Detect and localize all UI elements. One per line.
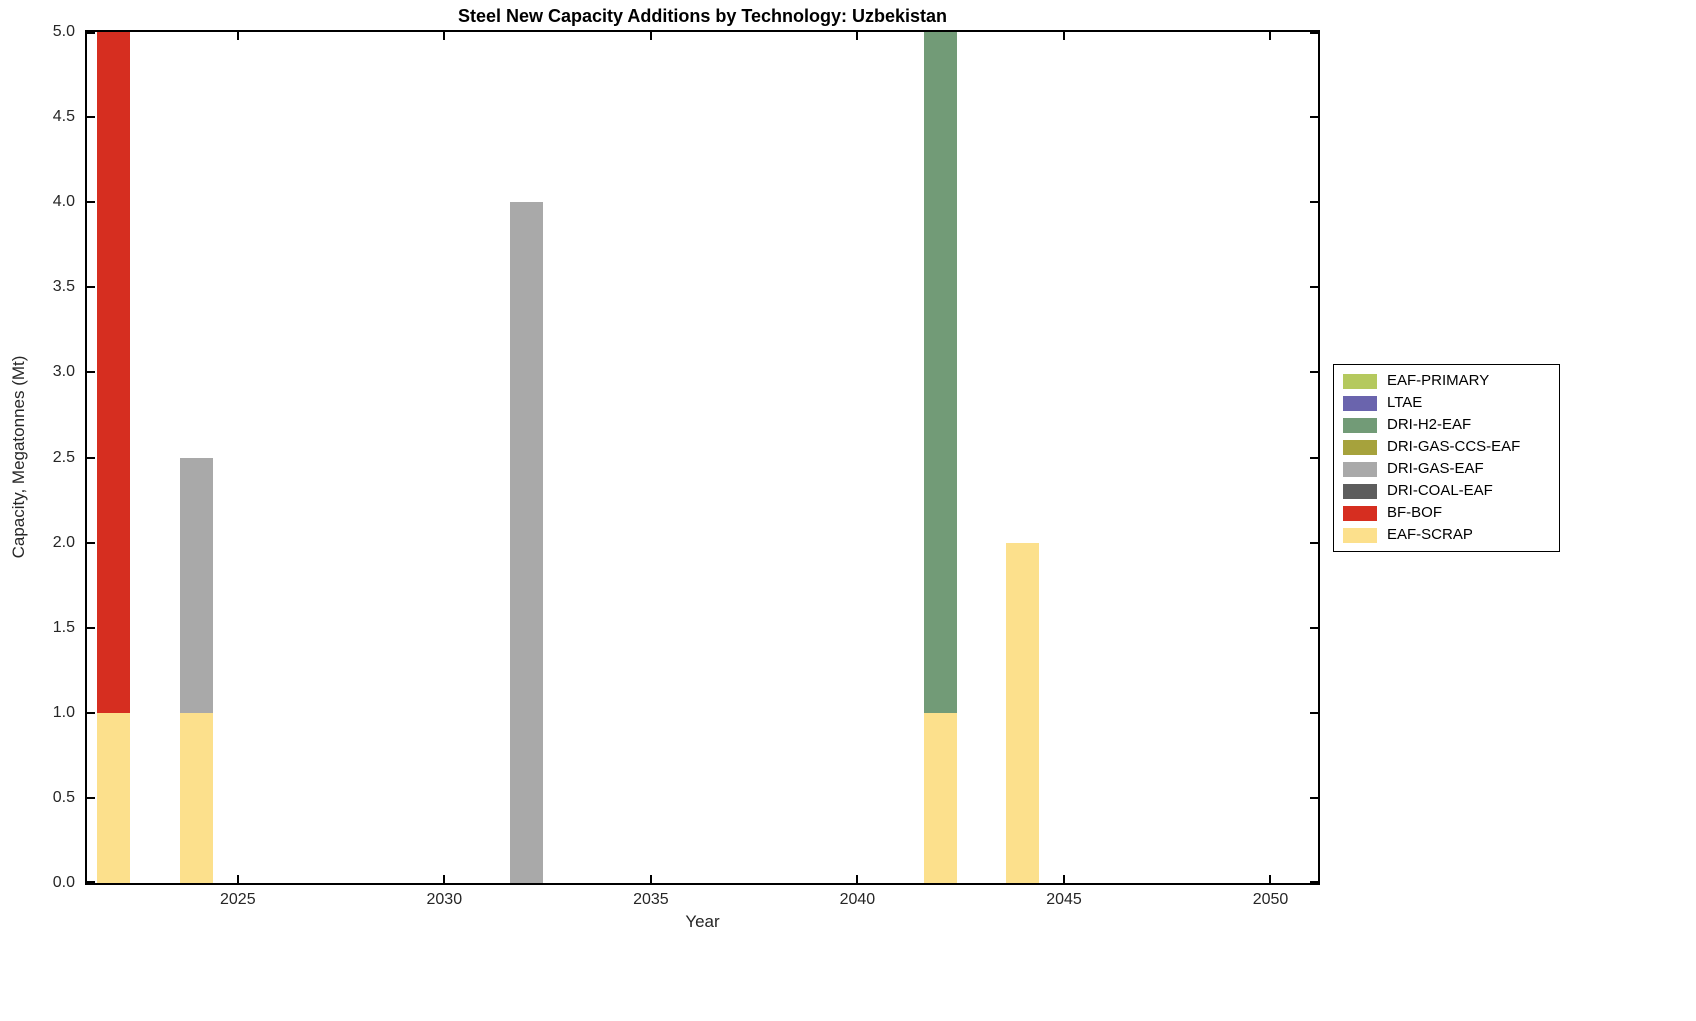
bar-segment-eaf-scrap bbox=[97, 712, 131, 883]
x-tick-mark bbox=[856, 875, 859, 883]
chart-title: Steel New Capacity Additions by Technolo… bbox=[457, 6, 948, 26]
x-tick-mark bbox=[649, 875, 652, 883]
legend-swatch bbox=[1343, 461, 1377, 477]
y-tick-mark bbox=[87, 796, 95, 799]
legend-label: LTAE bbox=[1387, 394, 1423, 411]
y-tick-mark bbox=[1310, 116, 1318, 119]
y-tick-mark bbox=[87, 541, 95, 544]
y-tick-mark bbox=[87, 371, 95, 374]
legend-entry-bf-bof: BF-BOF bbox=[1334, 502, 1559, 524]
bar-segment-dri-gas-eaf bbox=[510, 202, 544, 883]
x-tick-mark bbox=[443, 875, 446, 883]
y-tick-mark bbox=[1310, 711, 1318, 714]
x-tick-label: 2050 bbox=[1252, 891, 1289, 908]
legend-label: DRI-GAS-EAF bbox=[1387, 460, 1484, 477]
x-tick-label: 2030 bbox=[426, 891, 463, 908]
y-tick-mark bbox=[87, 201, 95, 204]
x-tick-mark bbox=[856, 32, 859, 40]
y-tick-label: 3.0 bbox=[52, 363, 75, 381]
y-tick-label: 4.5 bbox=[52, 108, 75, 126]
y-tick-label: 1.5 bbox=[52, 618, 75, 636]
y-tick-mark bbox=[1310, 32, 1318, 34]
legend-swatch bbox=[1343, 527, 1377, 543]
legend-entry-ltae: LTAE bbox=[1334, 392, 1559, 414]
legend-label: DRI-COAL-EAF bbox=[1387, 482, 1493, 499]
bar-segment-eaf-scrap bbox=[923, 712, 957, 883]
legend-label: DRI-H2-EAF bbox=[1387, 416, 1472, 433]
y-tick-label: 0.5 bbox=[52, 788, 75, 806]
legend-swatch bbox=[1343, 417, 1377, 433]
legend-label: BF-BOF bbox=[1387, 504, 1442, 521]
legend-entry-eaf-scrap: EAF-SCRAP bbox=[1334, 524, 1559, 546]
x-tick-mark bbox=[443, 32, 446, 40]
y-tick-label: 5.0 bbox=[52, 23, 75, 40]
y-tick-mark bbox=[87, 456, 95, 459]
y-tick-mark bbox=[1310, 626, 1318, 629]
y-tick-mark bbox=[1310, 541, 1318, 544]
y-tick-mark bbox=[87, 881, 95, 883]
y-tick-mark bbox=[87, 32, 95, 34]
legend-entry-dri-h2-eaf: DRI-H2-EAF bbox=[1334, 414, 1559, 436]
x-tick-mark bbox=[236, 875, 239, 883]
legend: EAF-PRIMARY LTAE DRI-H2-EAF DRI-GAS-CCS-EAF… bbox=[1333, 364, 1560, 552]
legend-swatch bbox=[1343, 505, 1377, 521]
legend-label: DRI-GAS-CCS-EAF bbox=[1387, 438, 1521, 455]
y-tick-mark bbox=[87, 626, 95, 629]
x-tick-label: 2035 bbox=[633, 891, 669, 908]
legend-entry-dri-gas-ccs-eaf: DRI-GAS-CCS-EAF bbox=[1334, 436, 1559, 458]
bar-segment-bf-bof bbox=[97, 32, 131, 713]
y-tick-label: 2.0 bbox=[52, 533, 75, 551]
plot-area: 2025 2030 2035 2040 2045 2050 0.0 0.5 1.0 1.5 2.0 2… bbox=[53, 23, 1320, 908]
x-tick-label: 2025 bbox=[220, 891, 256, 908]
legend-label: EAF-SCRAP bbox=[1387, 526, 1473, 543]
y-tick-mark bbox=[87, 116, 95, 119]
bar-segment-dri-h2-eaf bbox=[923, 32, 957, 713]
y-tick-label: 0.0 bbox=[52, 874, 75, 891]
y-tick-mark bbox=[87, 286, 95, 289]
y-tick-label: 2.5 bbox=[52, 448, 75, 466]
x-tick-label: 2045 bbox=[1046, 891, 1082, 908]
y-tick-label: 3.5 bbox=[52, 278, 75, 296]
x-tick-mark bbox=[236, 32, 239, 40]
y-tick-label: 4.0 bbox=[52, 193, 75, 211]
bar-segment-eaf-scrap bbox=[1006, 542, 1040, 883]
y-tick-mark bbox=[1310, 456, 1318, 459]
x-tick-mark bbox=[1269, 875, 1272, 883]
x-axis-label: Year bbox=[685, 912, 720, 931]
x-tick-mark bbox=[1269, 32, 1272, 40]
legend-swatch bbox=[1343, 395, 1377, 411]
x-tick-mark bbox=[1062, 875, 1065, 883]
legend-label: EAF-PRIMARY bbox=[1387, 372, 1490, 389]
legend-entry-dri-gas-eaf: DRI-GAS-EAF bbox=[1334, 458, 1559, 480]
y-tick-mark bbox=[87, 711, 95, 714]
y-tick-label: 1.0 bbox=[52, 703, 75, 721]
y-tick-mark bbox=[1310, 796, 1318, 799]
bar-segment-eaf-scrap bbox=[179, 712, 213, 883]
legend-swatch bbox=[1343, 483, 1377, 499]
y-tick-mark bbox=[1310, 286, 1318, 289]
y-tick-mark bbox=[1310, 881, 1318, 883]
legend-entry-eaf-primary: EAF-PRIMARY bbox=[1334, 370, 1559, 392]
legend-swatch bbox=[1343, 373, 1377, 389]
y-tick-mark bbox=[1310, 201, 1318, 204]
x-tick-mark bbox=[649, 32, 652, 40]
legend-swatch bbox=[1343, 439, 1377, 455]
legend-entry-dri-coal-eaf: DRI-COAL-EAF bbox=[1334, 480, 1559, 502]
x-tick-label: 2040 bbox=[839, 891, 876, 908]
bar-segment-dri-gas-eaf bbox=[179, 457, 213, 713]
y-tick-mark bbox=[1310, 371, 1318, 374]
x-tick-mark bbox=[1062, 32, 1065, 40]
